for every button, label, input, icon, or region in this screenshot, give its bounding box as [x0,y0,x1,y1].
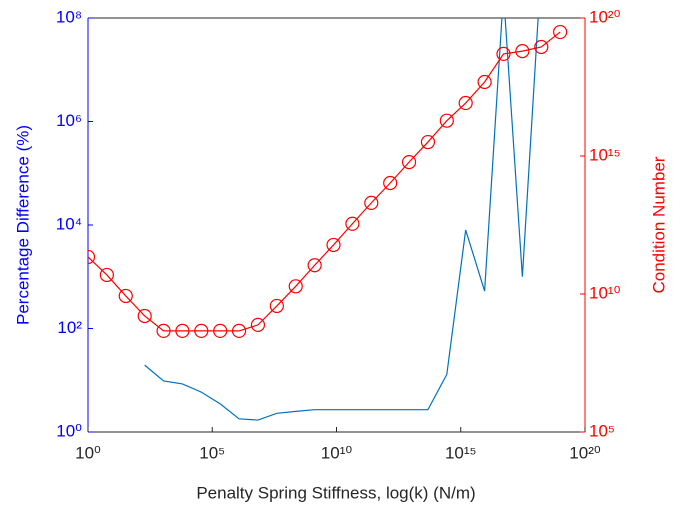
y-tick-label: 10⁸ [56,7,82,26]
data-marker [194,323,209,339]
x-tick-label: 10⁰ [75,443,101,462]
data-marker [401,155,417,170]
data-marker [213,323,228,339]
data-marker [307,258,322,273]
data-marker [553,24,568,40]
x-tick-label: 10⁵ [199,443,225,462]
x-axis-label: Penalty Spring Stiffness, log(k) (N/m) [196,483,475,502]
data-marker [88,249,96,265]
x-tick-label: 10¹⁰ [321,443,353,462]
y2-tick-label: 10¹⁵ [589,145,621,164]
y2-tick-label: 10¹⁰ [589,283,621,302]
data-marker [175,323,190,339]
y-tick-label: 10⁰ [56,421,82,440]
y2-axis-label: Condition Number [649,156,668,293]
data-marker [477,74,492,90]
data-marker [383,175,398,191]
data-marker [420,134,436,150]
data-marker [515,44,530,59]
data-marker [250,317,266,332]
data-marker [118,288,133,304]
y-tick-label: 10⁴ [56,214,82,233]
x-tick-label: 10²⁰ [569,443,601,462]
y-tick-label: 10² [57,318,82,337]
data-marker [364,195,379,210]
data-marker [496,46,511,62]
data-marker [458,95,473,111]
data-marker [288,279,303,294]
data-line [88,31,561,332]
data-marker [231,323,247,339]
data-marker [156,323,171,339]
y2-tick-label: 10⁵ [589,421,615,440]
y-axis-label: Percentage Difference (%) [13,125,32,325]
y-tick-label: 10⁶ [56,111,82,130]
data-marker [269,298,284,314]
x-tick-label: 10¹⁵ [445,443,477,462]
data-marker [137,308,152,324]
data-line [144,18,539,421]
data-marker [326,237,341,253]
y2-tick-label: 10²⁰ [589,7,621,26]
data-marker [345,216,360,231]
plot-area [88,18,568,421]
data-marker [439,113,454,128]
data-marker [99,267,114,283]
data-marker [534,39,549,55]
